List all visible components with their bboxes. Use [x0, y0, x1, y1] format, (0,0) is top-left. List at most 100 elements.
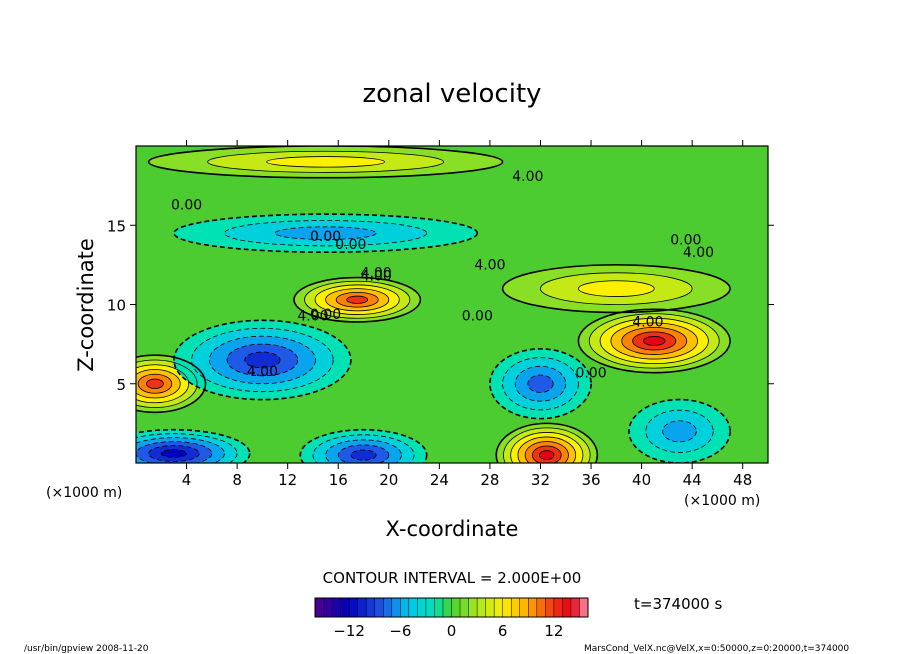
contour-line — [207, 150, 444, 173]
time-label: t=374000 s — [634, 595, 722, 613]
colorbar-cell — [315, 598, 325, 617]
colorbar-cell — [408, 598, 418, 617]
contour-label: 0.00 — [335, 237, 366, 253]
contour-label: 4.00 — [297, 308, 328, 324]
x-tick-label: 32 — [531, 471, 550, 489]
field-band — [578, 280, 655, 297]
contour-label: 4.00 — [683, 245, 714, 261]
contour-labels: 0.004.000.000.004.004.000.004.004.000.00… — [171, 169, 714, 382]
colorbar-cell — [494, 598, 504, 617]
contour-line — [146, 378, 164, 389]
contour-line — [599, 317, 709, 364]
y-axis-ticks: 5 10 15 — [107, 217, 774, 394]
colorbar-cell — [468, 598, 478, 617]
contour-line — [191, 327, 334, 393]
colorbar-cell — [366, 598, 376, 617]
footer-source: MarsCond_VelX.nc@VelX,x=0:50000,z=0:2000… — [584, 644, 849, 654]
contour-line — [325, 288, 390, 312]
colorbar-cell — [383, 598, 393, 617]
contour-line — [503, 427, 591, 463]
contour-label: 4.00 — [361, 266, 392, 282]
contour-line — [314, 284, 400, 315]
contour-line — [299, 428, 428, 463]
colorbar-cell — [349, 598, 359, 617]
x-tick-label: 8 — [232, 471, 242, 489]
x-tick-label: 28 — [480, 471, 499, 489]
contour-interval-label: CONTOUR INTERVAL = 2.000E+00 — [323, 569, 582, 587]
x-tick-label: 36 — [581, 471, 600, 489]
x-tick-label: 12 — [278, 471, 297, 489]
y-tick-label: 10 — [107, 297, 126, 315]
contour-line — [524, 441, 569, 463]
contour-line — [312, 434, 415, 463]
contour-line — [136, 354, 207, 414]
contour-line — [495, 422, 599, 463]
contour-line — [502, 357, 579, 411]
contour-line — [136, 433, 238, 463]
colorbar-tick-label: −6 — [389, 622, 411, 640]
contour-line — [136, 359, 198, 408]
contour-label: 0.00 — [171, 197, 202, 213]
contour-line — [621, 326, 688, 355]
contour-line — [136, 428, 251, 463]
colorbar-cell — [460, 598, 470, 617]
contour-line — [136, 441, 213, 463]
contour-line — [643, 336, 666, 346]
x-tick-label: 16 — [329, 471, 348, 489]
colorbar-cell — [417, 598, 427, 617]
contour-line — [160, 449, 187, 458]
colorbar-frame — [314, 597, 589, 618]
contour-line — [350, 449, 377, 461]
contour-label: 0.00 — [310, 307, 341, 323]
contour-line — [266, 156, 385, 168]
colorbar-cell — [357, 598, 367, 617]
plot-area — [136, 146, 768, 463]
contour-line — [136, 437, 225, 463]
field-band — [350, 450, 377, 461]
contour-line — [577, 308, 731, 374]
contour-line — [517, 436, 577, 463]
contour-label: 4.00 — [474, 258, 505, 274]
contour-line — [147, 146, 504, 179]
contour-label: 0.00 — [462, 308, 493, 324]
contour-line — [531, 445, 562, 463]
field-band — [161, 449, 187, 458]
x-unit-right: (×1000 m) — [684, 493, 760, 509]
contour-line — [337, 444, 390, 463]
colorbar-cell — [579, 598, 589, 617]
x-tick-label: 44 — [683, 471, 702, 489]
contour-line — [632, 331, 677, 351]
field-band — [527, 375, 554, 393]
field-band — [266, 156, 385, 168]
colorbar-cell — [400, 598, 410, 617]
x-tick-label: 4 — [182, 471, 192, 489]
contour-line — [325, 439, 402, 463]
field-band — [346, 296, 368, 304]
colorbar-cell — [391, 598, 401, 617]
colorbar-cell — [528, 598, 538, 617]
x-tick-label: 20 — [379, 471, 398, 489]
contour-label: 4.00 — [361, 269, 392, 285]
contour-line — [173, 213, 479, 253]
colorbar-cell — [562, 598, 572, 617]
y-axis-label: Z-coordinate — [74, 238, 98, 372]
colorbar — [314, 597, 589, 618]
colorbar-cell — [374, 598, 384, 617]
colorbar-cell — [477, 598, 487, 617]
y-tick-label: 15 — [107, 217, 126, 235]
contour-line — [208, 335, 316, 385]
contour-line — [527, 374, 554, 393]
contour-label: 4.00 — [512, 169, 543, 185]
contour-line — [304, 280, 411, 319]
field-band — [244, 352, 281, 368]
contour-label: 0.00 — [575, 365, 606, 381]
contour-line — [578, 280, 655, 297]
colorbar-cell — [502, 598, 512, 617]
contour-line — [137, 373, 173, 394]
colorbar-cell — [332, 598, 342, 617]
x-tick-label: 40 — [632, 471, 651, 489]
contour-line — [662, 420, 697, 443]
x-tick-label: 48 — [733, 471, 752, 489]
contour-lines — [136, 146, 731, 463]
contour-line — [588, 313, 720, 369]
